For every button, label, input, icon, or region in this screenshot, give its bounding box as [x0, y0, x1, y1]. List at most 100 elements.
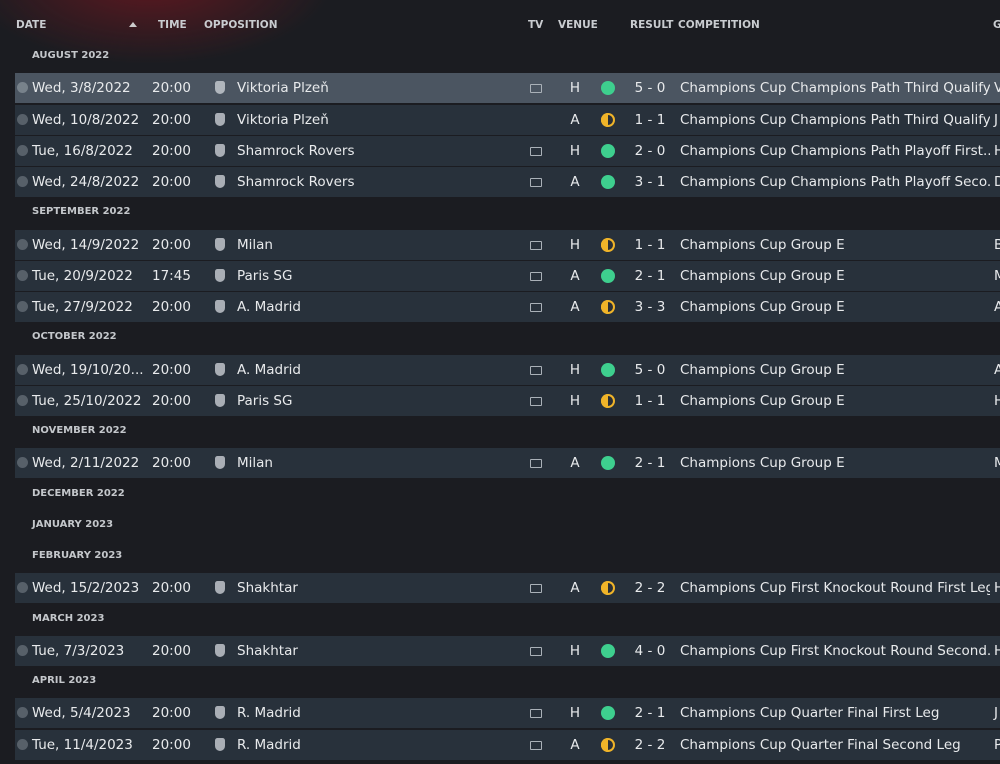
result-icon: [601, 581, 615, 596]
month-header: SEPTEMBER 2022: [32, 206, 131, 218]
club-badge: [215, 175, 225, 188]
venue: H: [569, 236, 581, 253]
opposition[interactable]: Milan: [237, 236, 273, 253]
column-header[interactable]: OPPOSITION: [204, 19, 278, 31]
result[interactable]: 1 - 1: [634, 111, 666, 128]
time: 20:00: [152, 174, 191, 190]
result-icon: [601, 737, 615, 752]
venue: H: [569, 80, 581, 97]
result[interactable]: 3 - 3: [634, 299, 666, 315]
result[interactable]: 5 - 0: [634, 80, 666, 97]
month-header: FEBRUARY 2023: [32, 550, 123, 561]
fixture-row[interactable]: Wed, 2/11/2022 20:00 Milan A 2 - 1 Champions …: [15, 448, 1000, 479]
tv-icon: [530, 365, 542, 375]
opposition[interactable]: A. Madrid: [237, 361, 301, 378]
time: 20:00: [152, 142, 191, 159]
fixture-row[interactable]: Wed, 15/2/2023 20:00 Shakhtar A 2 - 2 Champio…: [15, 573, 1000, 604]
date: Tue, 16/8/2022: [32, 142, 133, 159]
opposition[interactable]: R. Madrid: [237, 736, 301, 753]
opposition[interactable]: Viktoria Plzeň: [237, 80, 329, 97]
opposition[interactable]: Milan: [237, 455, 273, 472]
column-header[interactable]: TIME: [158, 19, 187, 31]
fixture-row[interactable]: Wed, 19/10/20... 20:00 A. Madrid H 5 - 0 Cham…: [15, 354, 1000, 385]
fixture-row[interactable]: Wed, 10/8/2022 20:00 Viktoria Plzeň A 1 - 1 C…: [15, 104, 1000, 135]
competition: Champions Cup Champions Path Playoff Fir…: [680, 142, 990, 159]
time: 20:00: [152, 705, 191, 722]
time: 20:00: [152, 580, 191, 597]
column-header[interactable]: RESULT: [630, 19, 674, 31]
date: Wed, 5/4/2023: [32, 705, 131, 722]
opposition[interactable]: Paris SG: [237, 392, 293, 409]
check-icon: [17, 176, 28, 187]
time: 17:45: [152, 267, 191, 284]
date: Wed, 24/8/2022: [32, 174, 140, 190]
tv-icon: [530, 646, 542, 656]
opposition[interactable]: Shamrock Rovers: [237, 142, 355, 159]
next-column: M: [994, 267, 1000, 284]
date: Wed, 3/8/2022: [32, 80, 131, 97]
result[interactable]: 4 - 0: [634, 642, 666, 659]
result[interactable]: 2 - 1: [634, 455, 666, 472]
fixture-row[interactable]: Wed, 5/4/2023 20:00 R. Madrid H 2 - 1 Champio…: [15, 698, 1000, 729]
fixture-row[interactable]: Wed, 14/9/2022 20:00 Milan H 1 - 1 Champions …: [15, 229, 1000, 260]
venue: A: [570, 580, 580, 597]
opposition[interactable]: Shakhtar: [237, 642, 298, 659]
tv-icon: [530, 459, 542, 469]
column-header[interactable]: G: [993, 19, 1000, 31]
next-column: M: [994, 455, 1000, 472]
club-badge: [215, 300, 225, 313]
result-icon: [601, 456, 615, 471]
result-icon: [601, 143, 615, 158]
opposition[interactable]: A. Madrid: [237, 299, 301, 315]
month-header: DECEMBER 2022: [32, 487, 125, 499]
time: 20:00: [152, 111, 191, 128]
competition: Champions Cup Quarter Final Second Leg: [680, 736, 961, 753]
venue: H: [569, 392, 581, 409]
result[interactable]: 2 - 0: [634, 142, 666, 159]
next-column: B: [994, 236, 1000, 253]
column-header[interactable]: COMPETITION: [678, 19, 760, 31]
opposition[interactable]: Viktoria Plzeň: [237, 111, 329, 128]
opposition[interactable]: Shamrock Rovers: [237, 174, 355, 190]
column-header[interactable]: TV: [528, 19, 544, 31]
check-icon: [17, 644, 28, 656]
result[interactable]: 1 - 1: [634, 392, 666, 409]
club-badge: [215, 362, 225, 376]
tv-icon: [530, 709, 542, 719]
tv-icon: [530, 740, 542, 750]
column-header[interactable]: DATE: [16, 19, 47, 31]
fixture-row[interactable]: Wed, 3/8/2022 20:00 Viktoria Plzeň H 5 - 0 Ch…: [15, 73, 1000, 104]
date: Tue, 25/10/2022: [32, 392, 142, 409]
column-header[interactable]: VENUE: [558, 19, 598, 31]
venue: A: [570, 299, 580, 315]
result[interactable]: 2 - 2: [634, 736, 666, 753]
fixture-row[interactable]: Wed, 24/8/2022 20:00 Shamrock Rovers A 3 - 1…: [15, 167, 1000, 197]
time: 20:00: [152, 299, 191, 315]
fixture-row[interactable]: Tue, 27/9/2022 20:00 A. Madrid A 3 - 3 Champi…: [15, 292, 1000, 322]
result[interactable]: 2 - 2: [634, 580, 666, 597]
fixture-row[interactable]: Tue, 16/8/2022 20:00 Shamrock Rovers H 2 - 0…: [15, 135, 1000, 166]
tv-icon: [530, 178, 542, 187]
opposition[interactable]: R. Madrid: [237, 705, 301, 722]
time: 20:00: [152, 392, 191, 409]
competition: Champions Cup Group E: [680, 455, 845, 472]
month-header: MARCH 2023: [32, 612, 105, 624]
next-column: A: [994, 299, 1000, 315]
opposition[interactable]: Shakhtar: [237, 580, 298, 597]
result[interactable]: 2 - 1: [634, 705, 666, 722]
fixture-row[interactable]: Tue, 20/9/2022 17:45 Paris SG A 2 - 1 Champio…: [15, 260, 1000, 291]
check-icon: [17, 269, 28, 281]
result[interactable]: 1 - 1: [634, 236, 666, 253]
result-icon: [601, 268, 615, 283]
competition: Champions Cup First Knockout Round First…: [680, 580, 990, 597]
result[interactable]: 2 - 1: [634, 267, 666, 284]
fixture-row[interactable]: Tue, 7/3/2023 20:00 Shakhtar H 4 - 0 Champion…: [15, 635, 1000, 666]
club-badge: [215, 237, 225, 251]
result[interactable]: 5 - 0: [634, 361, 666, 378]
result-icon: [601, 706, 615, 721]
result[interactable]: 3 - 1: [634, 174, 666, 190]
fixture-row[interactable]: Tue, 11/4/2023 20:00 R. Madrid A 2 - 2 Champi…: [15, 729, 1000, 760]
opposition[interactable]: Paris SG: [237, 267, 293, 284]
fixture-row[interactable]: Tue, 25/10/2022 20:00 Paris SG H 1 - 1 Champi…: [15, 385, 1000, 416]
